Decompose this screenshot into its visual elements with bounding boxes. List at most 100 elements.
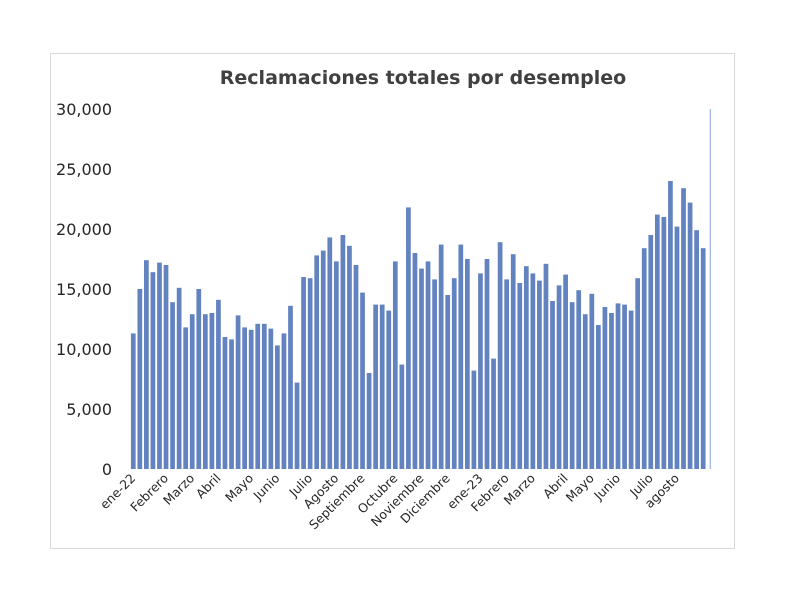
y-tick-label: 15,000 xyxy=(56,280,112,299)
bar xyxy=(622,304,627,469)
bar xyxy=(615,303,621,469)
bar xyxy=(307,278,313,469)
bar xyxy=(229,339,234,469)
bar xyxy=(196,289,202,469)
bar xyxy=(366,373,372,469)
bar xyxy=(360,292,365,469)
bar xyxy=(445,295,451,469)
bar xyxy=(582,314,588,469)
bar xyxy=(438,244,444,469)
bar xyxy=(550,301,555,469)
bar xyxy=(425,261,431,469)
bar xyxy=(537,280,542,469)
bar xyxy=(373,304,379,469)
bar xyxy=(189,314,195,469)
bar xyxy=(281,333,287,469)
bar xyxy=(386,310,392,469)
x-tick-label: Mayo xyxy=(563,471,597,505)
bar xyxy=(484,259,490,469)
bar xyxy=(700,248,706,469)
bar xyxy=(628,310,634,469)
bar xyxy=(333,261,339,469)
bar xyxy=(170,302,175,469)
bar xyxy=(202,314,208,469)
y-tick-label: 5,000 xyxy=(66,400,112,419)
bar xyxy=(668,181,673,469)
x-tick-label: Junio xyxy=(590,471,623,504)
bar xyxy=(530,273,536,469)
bar xyxy=(130,333,136,469)
bar xyxy=(268,328,274,469)
bar xyxy=(248,329,254,469)
bar xyxy=(255,323,261,469)
y-tick-label: 10,000 xyxy=(56,340,112,359)
x-tick-label: Abril xyxy=(193,471,224,502)
bar xyxy=(209,313,215,469)
bar xyxy=(635,278,641,469)
bar xyxy=(301,277,306,469)
x-tick-label: Mayo xyxy=(222,471,256,505)
bar xyxy=(340,235,346,469)
bar xyxy=(412,253,418,469)
bar xyxy=(674,226,680,469)
bar xyxy=(235,315,241,469)
chart-title: Reclamaciones totales por desempleo xyxy=(219,67,627,89)
bar xyxy=(379,304,385,469)
bar xyxy=(222,337,228,469)
bar xyxy=(471,370,477,469)
bar xyxy=(687,202,693,469)
bar xyxy=(596,325,601,469)
bar xyxy=(451,278,457,469)
bar xyxy=(163,265,169,469)
bar xyxy=(392,261,398,469)
bar xyxy=(458,244,464,469)
bar xyxy=(320,250,326,469)
bar xyxy=(523,266,529,469)
bar xyxy=(288,305,293,469)
bar xyxy=(399,364,405,469)
bar xyxy=(327,237,333,469)
bar xyxy=(589,293,595,469)
bar xyxy=(641,248,647,469)
bar xyxy=(216,299,221,469)
y-tick-label: 0 xyxy=(102,460,112,479)
bar xyxy=(681,188,686,469)
bar xyxy=(510,254,516,469)
bar xyxy=(406,207,411,469)
bar xyxy=(157,262,162,469)
bar xyxy=(144,260,149,469)
y-tick-label: 25,000 xyxy=(56,160,112,179)
bar xyxy=(261,323,267,469)
bar xyxy=(517,283,523,469)
bar xyxy=(176,287,182,469)
bar xyxy=(464,259,470,469)
bar xyxy=(661,217,667,469)
bar xyxy=(709,109,711,469)
bar xyxy=(569,302,575,469)
bar xyxy=(654,214,660,469)
bar xyxy=(432,279,437,469)
bar xyxy=(137,289,143,469)
bar xyxy=(242,327,247,469)
bar xyxy=(563,274,568,469)
bar xyxy=(314,255,320,469)
bar xyxy=(294,382,300,469)
bar xyxy=(576,290,582,469)
bar xyxy=(694,230,699,469)
bar xyxy=(347,245,352,469)
bar xyxy=(491,358,496,469)
bar xyxy=(150,272,156,469)
bar xyxy=(183,327,189,469)
bar xyxy=(602,307,608,469)
bar xyxy=(478,273,483,469)
bar xyxy=(543,263,549,469)
y-tick-label: 20,000 xyxy=(56,220,112,239)
bar xyxy=(556,285,562,469)
bar xyxy=(275,345,280,469)
bar xyxy=(609,313,614,469)
bar xyxy=(648,235,654,469)
bar xyxy=(497,242,503,469)
bar xyxy=(353,265,359,469)
bar xyxy=(419,268,424,469)
